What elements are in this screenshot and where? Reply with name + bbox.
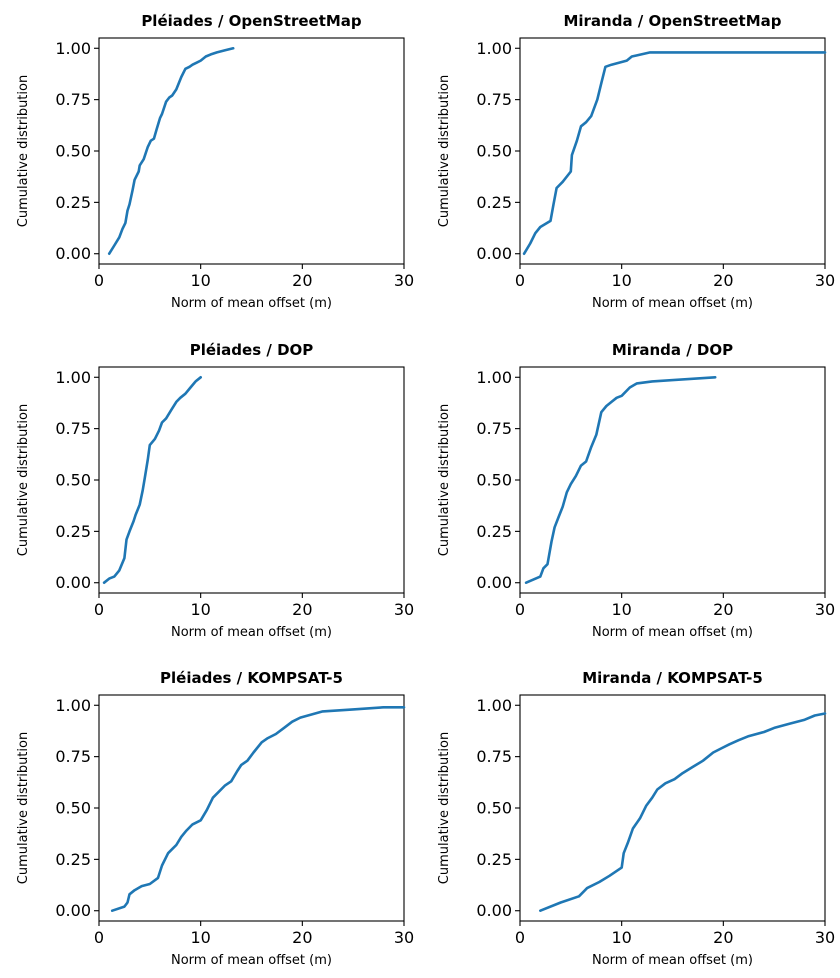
axes-frame bbox=[98, 694, 405, 922]
chart-panel: Pléiades / OpenStreetMap 0 10 20 30 0.00 0.25 0… bbox=[16, 12, 414, 311]
chart-panel: Miranda / DOP 0 10 20 30 0.00 0.25 0.50 0.75 1.00… bbox=[437, 341, 835, 640]
y-tick-label: 1.00 bbox=[55, 39, 91, 58]
x-tick-label: 10 bbox=[190, 271, 210, 290]
y-axis-label: Cumulative distribution bbox=[16, 404, 31, 556]
x-axis-label: Norm of mean offset (m) bbox=[171, 953, 332, 968]
x-tick-label: 0 bbox=[94, 271, 104, 290]
x-tick-label: 20 bbox=[292, 928, 312, 947]
y-tick-label: 0.00 bbox=[476, 901, 512, 920]
y-tick-label: 1.00 bbox=[476, 368, 512, 387]
axes-frame bbox=[519, 366, 826, 594]
x-tick-label: 30 bbox=[394, 271, 414, 290]
chart-panel: Miranda / KOMPSAT-5 0 10 20 30 0.00 0.25 0.50 0.… bbox=[437, 669, 835, 968]
chart-title: Miranda / KOMPSAT-5 bbox=[582, 669, 763, 687]
x-tick-label: 10 bbox=[190, 928, 210, 947]
x-tick-label: 20 bbox=[713, 600, 733, 619]
y-axis-label: Cumulative distribution bbox=[16, 75, 31, 227]
axes-frame bbox=[519, 37, 826, 265]
y-tick-label: 0.50 bbox=[476, 799, 512, 818]
x-tick-label: 0 bbox=[94, 600, 104, 619]
x-tick-label: 10 bbox=[190, 600, 210, 619]
chart-panel: Pléiades / DOP 0 10 20 30 0.00 0.25 0.50 0.75 1.0… bbox=[16, 341, 414, 640]
x-tick-label: 20 bbox=[713, 928, 733, 947]
x-axis-label: Norm of mean offset (m) bbox=[592, 953, 753, 968]
chart-title: Pléiades / OpenStreetMap bbox=[141, 12, 362, 30]
y-axis-label: Cumulative distribution bbox=[16, 732, 31, 884]
cdf-line bbox=[538, 712, 827, 913]
x-tick-label: 0 bbox=[515, 271, 525, 290]
y-tick-label: 0.75 bbox=[55, 90, 91, 109]
x-tick-label: 20 bbox=[713, 271, 733, 290]
y-tick-label: 0.00 bbox=[55, 573, 91, 592]
x-tick-label: 10 bbox=[611, 271, 631, 290]
x-axis-label: Norm of mean offset (m) bbox=[592, 296, 753, 311]
y-tick-label: 0.75 bbox=[55, 419, 91, 438]
y-tick-label: 0.50 bbox=[55, 799, 91, 818]
y-tick-label: 0.75 bbox=[476, 419, 512, 438]
y-axis-label: Cumulative distribution bbox=[437, 732, 452, 884]
y-tick-label: 0.50 bbox=[476, 142, 512, 161]
y-tick-label: 0.00 bbox=[55, 901, 91, 920]
x-tick-label: 0 bbox=[515, 928, 525, 947]
y-tick-label: 0.25 bbox=[55, 850, 91, 869]
y-tick-label: 0.00 bbox=[476, 244, 512, 263]
cdf-line bbox=[524, 375, 717, 585]
cdf-line bbox=[102, 375, 202, 585]
y-tick-label: 0.00 bbox=[55, 244, 91, 263]
y-axis-label: Cumulative distribution bbox=[437, 75, 452, 227]
y-tick-label: 0.00 bbox=[476, 573, 512, 592]
y-tick-label: 0.25 bbox=[476, 522, 512, 541]
chart-title: Miranda / DOP bbox=[612, 341, 733, 359]
x-tick-label: 20 bbox=[292, 600, 312, 619]
y-tick-label: 1.00 bbox=[476, 696, 512, 715]
y-tick-label: 0.25 bbox=[476, 850, 512, 869]
y-axis-label: Cumulative distribution bbox=[437, 404, 452, 556]
x-tick-label: 30 bbox=[394, 600, 414, 619]
axes-frame bbox=[98, 37, 405, 265]
y-tick-label: 1.00 bbox=[55, 368, 91, 387]
y-tick-label: 0.25 bbox=[55, 193, 91, 212]
y-tick-label: 0.75 bbox=[476, 90, 512, 109]
cdf-line bbox=[522, 51, 827, 255]
y-tick-label: 0.75 bbox=[55, 747, 91, 766]
y-tick-label: 0.50 bbox=[476, 471, 512, 490]
y-tick-label: 1.00 bbox=[476, 39, 512, 58]
x-tick-label: 10 bbox=[611, 600, 631, 619]
x-axis-label: Norm of mean offset (m) bbox=[171, 296, 332, 311]
x-tick-label: 0 bbox=[515, 600, 525, 619]
x-tick-label: 0 bbox=[94, 928, 104, 947]
axes-frame bbox=[519, 694, 826, 922]
chart-panel: Miranda / OpenStreetMap 0 10 20 30 0.00 0.25 0.… bbox=[437, 12, 835, 311]
x-tick-label: 10 bbox=[611, 928, 631, 947]
y-tick-label: 0.50 bbox=[55, 471, 91, 490]
chart-title: Miranda / OpenStreetMap bbox=[563, 12, 781, 30]
x-axis-label: Norm of mean offset (m) bbox=[171, 625, 332, 640]
x-tick-label: 30 bbox=[394, 928, 414, 947]
x-axis-label: Norm of mean offset (m) bbox=[592, 625, 753, 640]
chart-title: Pléiades / KOMPSAT-5 bbox=[160, 669, 343, 687]
y-tick-label: 1.00 bbox=[55, 696, 91, 715]
x-tick-label: 20 bbox=[292, 271, 312, 290]
chart-panel: Pléiades / KOMPSAT-5 0 10 20 30 0.00 0.25 0.50 0… bbox=[16, 669, 414, 968]
x-tick-label: 30 bbox=[815, 928, 835, 947]
y-tick-label: 0.25 bbox=[476, 193, 512, 212]
y-tick-label: 0.25 bbox=[55, 522, 91, 541]
cdf-line bbox=[107, 46, 235, 255]
cdf-line bbox=[110, 705, 406, 913]
y-tick-label: 0.50 bbox=[55, 142, 91, 161]
y-tick-label: 0.75 bbox=[476, 747, 512, 766]
x-tick-label: 30 bbox=[815, 600, 835, 619]
chart-title: Pléiades / DOP bbox=[190, 341, 314, 359]
x-tick-label: 30 bbox=[815, 271, 835, 290]
